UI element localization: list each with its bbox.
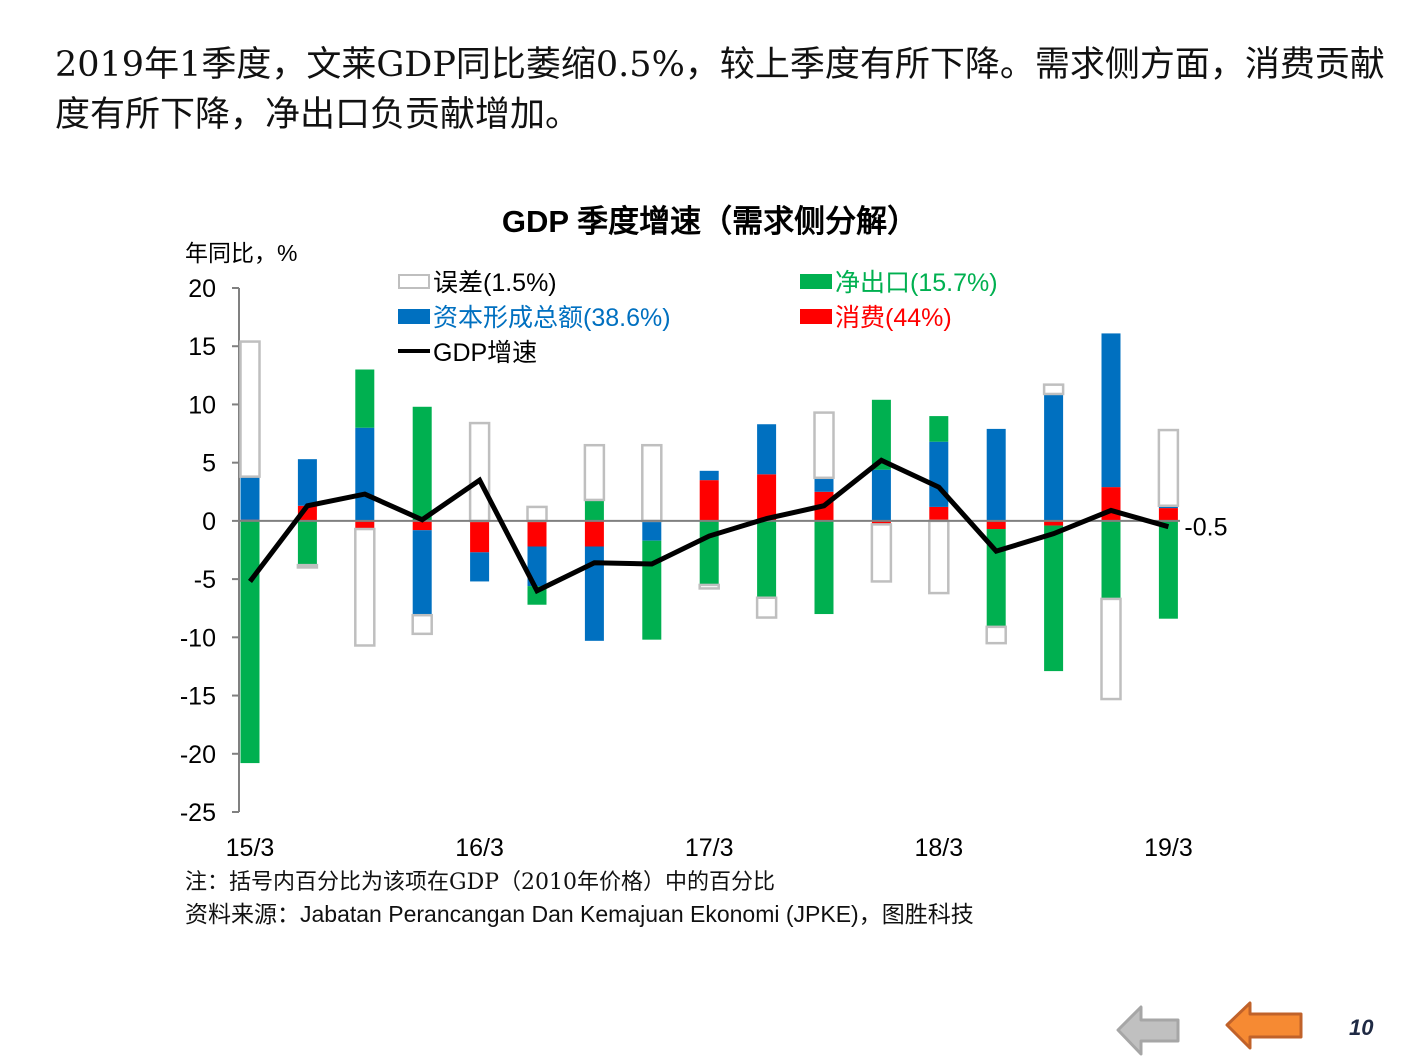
legend-label-consumption: 消费(44%) (835, 304, 952, 332)
bar-net-exports (699, 520, 719, 585)
bar-consumption (412, 520, 432, 531)
bar-consumption (929, 506, 949, 521)
bar-error (985, 625, 1007, 645)
y-tick-label: -15 (180, 683, 216, 711)
bar-capital (757, 424, 777, 475)
bar-error (755, 596, 778, 619)
bar-consumption (871, 520, 891, 525)
bar-net-exports (1044, 525, 1064, 672)
bar-consumption (699, 480, 719, 521)
bar-error (583, 443, 606, 502)
x-tick-label: 19/3 (1144, 834, 1193, 860)
bar-error (296, 563, 319, 569)
bar-net-exports (814, 520, 834, 615)
chart-source: 资料来源：Jabatan Perancangan Dan Kemajuan Ek… (185, 901, 974, 927)
bar-capital (814, 477, 834, 492)
bar-capital (470, 552, 490, 582)
legend-item-gdp: GDP增速 (398, 333, 537, 369)
chart-canvas: 20 15 10 5 0 -5 -10 -15 -20 -25 -0.5 15/3 16/3 17/3 18… (180, 275, 1228, 860)
bar-net-exports (412, 406, 432, 521)
bar-error (411, 613, 433, 636)
bar-consumption (757, 474, 777, 521)
bar-consumption (527, 520, 547, 547)
bar-error (870, 523, 893, 583)
bar-error (928, 519, 950, 595)
bar-capital (1101, 333, 1121, 488)
bar-error (698, 583, 720, 590)
headline: 2019年1季度，文莱GDP同比萎缩0.5%，较上季度有所下降。需求侧方面，消费… (55, 45, 1385, 135)
chart-note: 注：括号内百分比为该项在GDP（2010年价格）中的百分比 (185, 870, 776, 895)
bar-consumption (1101, 487, 1121, 521)
y-tick-label: -5 (194, 566, 216, 594)
bar-error (813, 411, 835, 480)
gray-left-arrow-icon[interactable] (1114, 1003, 1182, 1058)
y-tick-label: -20 (180, 741, 216, 769)
bar-consumption (470, 520, 490, 553)
y-tick-label: -10 (180, 624, 216, 652)
bar-capital (412, 530, 432, 616)
legend-item-consumption: 消费(44%) (800, 298, 952, 334)
bar-capital (355, 427, 375, 521)
bar-net-exports (1158, 520, 1178, 619)
bar-net-exports (986, 529, 1006, 627)
bar-net-exports (757, 520, 777, 598)
bar-net-exports (1101, 520, 1121, 599)
y-tick-label: 15 (188, 333, 216, 361)
bar-capital (871, 469, 891, 521)
bar-error (1042, 383, 1065, 396)
bar-net-exports (929, 416, 949, 442)
legend-item-net-exports: 净出口(15.7%) (800, 263, 998, 299)
bar-net-exports (355, 369, 375, 428)
bar-net-exports (871, 399, 891, 470)
orange-left-arrow-icon[interactable] (1223, 999, 1305, 1051)
legend-item-error: 误差(1.5%) (398, 263, 557, 299)
bar-consumption (1158, 508, 1178, 521)
legend-label-error: 误差(1.5%) (433, 269, 557, 297)
x-tick-label: 18/3 (914, 834, 963, 860)
bar-capital (584, 546, 604, 641)
x-tick-label: 15/3 (226, 834, 275, 860)
legend-swatch-consumption (800, 308, 832, 324)
chart-title: GDP 季度增速（需求侧分解） (501, 204, 919, 239)
legend-swatch-net-exports (800, 273, 832, 289)
bar-net-exports (240, 520, 260, 764)
y-tick-label: 0 (202, 508, 216, 536)
bar-error (1157, 428, 1180, 508)
bar-capital (642, 520, 662, 541)
y-tick-label: -25 (180, 799, 216, 827)
bar-consumption (1044, 520, 1064, 526)
bar-error (1100, 597, 1122, 701)
bar-error (354, 527, 376, 647)
x-tick-label: 17/3 (685, 834, 734, 860)
legend-swatch-capital (398, 308, 430, 324)
legend-swatch-gdp (398, 349, 430, 353)
y-axis-label: 年同比，% (185, 240, 298, 266)
bar-error (239, 340, 261, 478)
bar-net-exports (642, 540, 662, 640)
bar-net-exports (297, 520, 317, 566)
bar-capital (240, 476, 260, 520)
legend-label-gdp: GDP增速 (433, 339, 538, 367)
legend-item-capital: 资本形成总额(38.6%) (398, 298, 671, 334)
bar-capital (1044, 393, 1064, 521)
y-tick-label: 20 (188, 275, 216, 303)
legend-label-net-exports: 净出口(15.7%) (835, 269, 998, 297)
legend-label-capital: 资本形成总额(38.6%) (433, 304, 671, 332)
legend-swatch-error (398, 273, 430, 289)
x-tick-label: 16/3 (455, 834, 504, 860)
bar-capital (297, 459, 317, 506)
bar-consumption (986, 520, 1006, 530)
bar-error (526, 505, 548, 523)
bar-consumption (584, 520, 604, 547)
y-tick-label: 10 (188, 391, 216, 419)
y-tick-label: 5 (202, 450, 216, 478)
data-label-last: -0.5 (1184, 514, 1227, 542)
bar-error (641, 443, 663, 523)
bar-capital (699, 470, 719, 481)
bar-capital (986, 428, 1006, 521)
bar-net-exports (584, 499, 604, 521)
page-number: 10 (1349, 1015, 1374, 1040)
bar-consumption (355, 520, 375, 530)
bar-error (468, 421, 491, 523)
